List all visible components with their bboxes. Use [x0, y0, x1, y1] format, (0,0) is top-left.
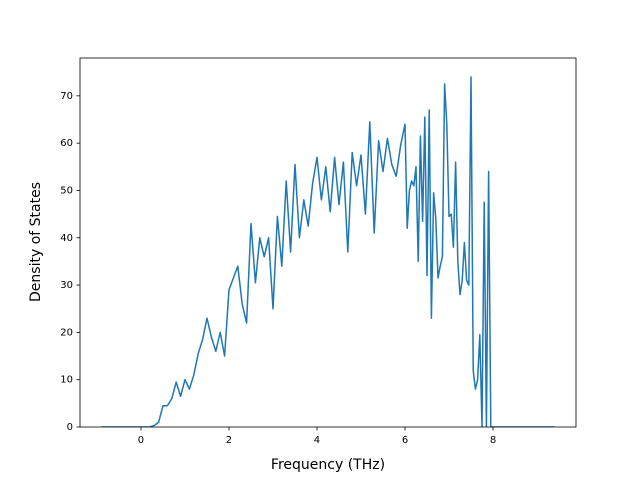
x-tick-label: 4	[314, 435, 320, 446]
y-tick-label: 50	[60, 185, 73, 196]
x-tick-label: 6	[402, 435, 408, 446]
x-tick-label: 2	[226, 435, 232, 446]
x-tick-label: 0	[138, 435, 144, 446]
plot-frame	[79, 57, 577, 428]
line	[101, 76, 555, 427]
y-tick-label: 70	[60, 91, 73, 102]
y-tick-label: 60	[60, 138, 73, 149]
y-tick-label: 20	[60, 327, 73, 338]
y-axis-label: Density of States	[28, 182, 44, 302]
y-tick-label: 30	[60, 280, 73, 291]
y-tick-label: 10	[60, 375, 73, 386]
y-tick-label: 40	[60, 233, 73, 244]
x-tick-label: 8	[490, 435, 496, 446]
x-axis-label: Frequency (THz)	[271, 457, 385, 473]
y-tick-label: 0	[67, 422, 73, 433]
